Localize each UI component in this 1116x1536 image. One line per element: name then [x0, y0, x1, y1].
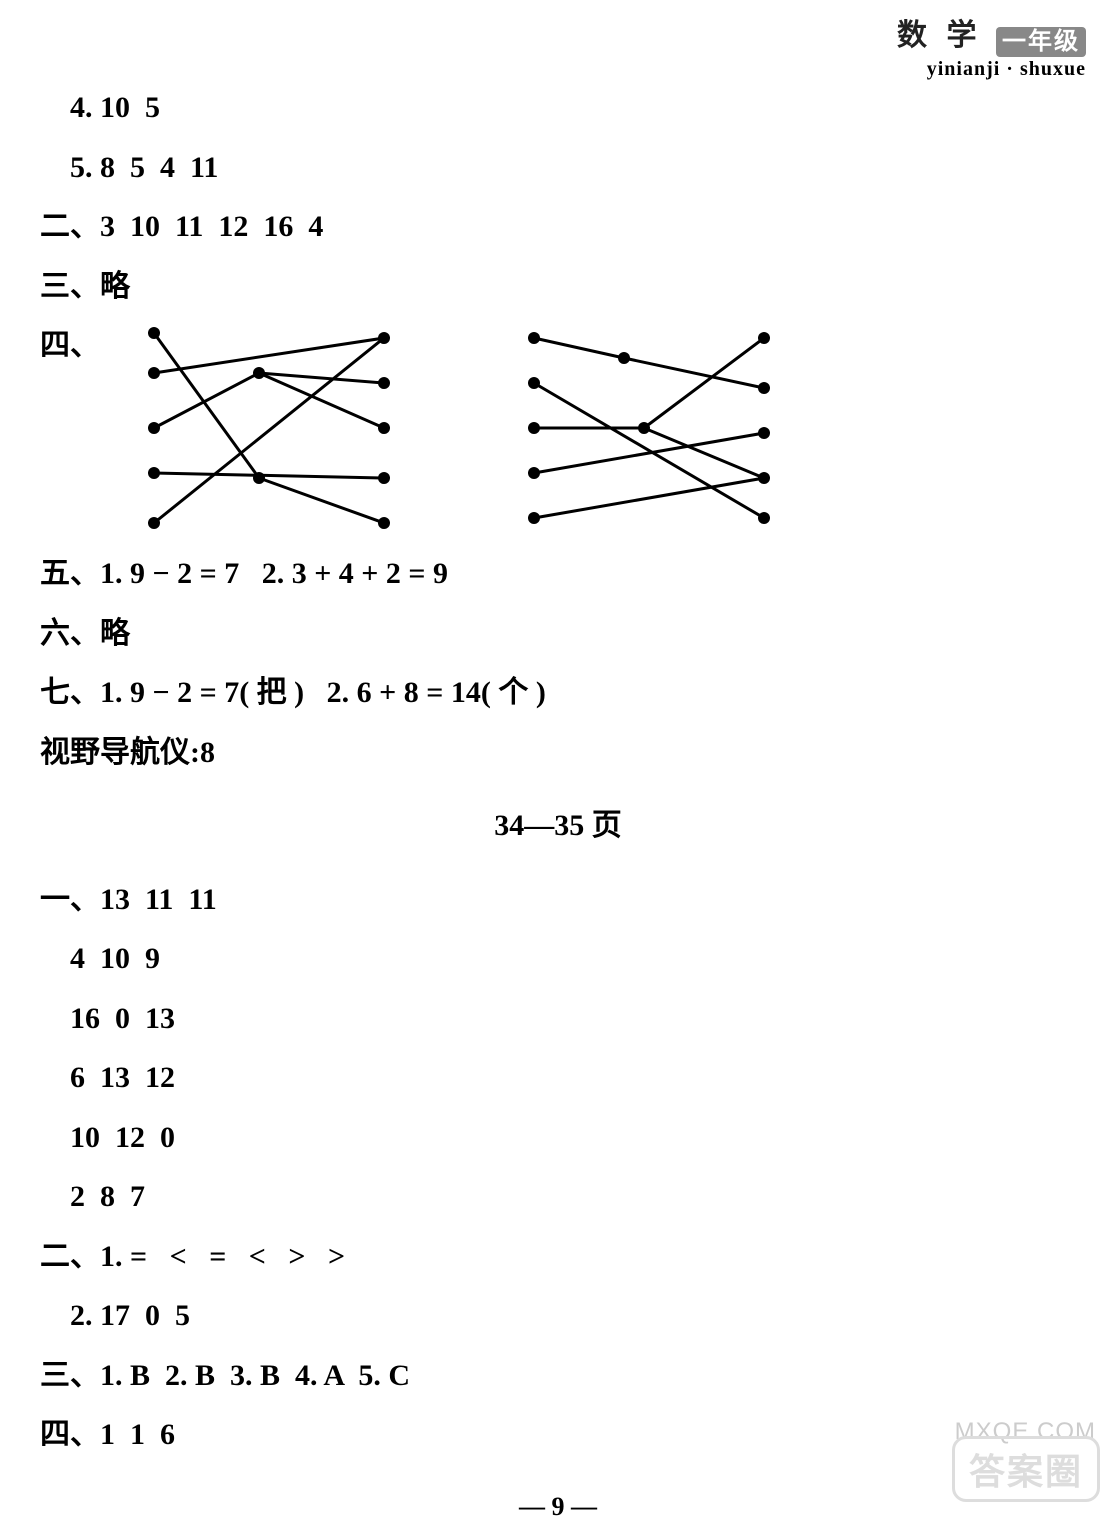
page-number: — 9 —	[0, 1492, 1116, 1522]
diagram-node	[618, 352, 630, 364]
matching-diagram-a	[134, 318, 404, 538]
diagram-node	[253, 472, 265, 484]
diagram-edge	[154, 333, 259, 478]
diagram-node	[758, 382, 770, 394]
diagram-node	[528, 467, 540, 479]
answer-line: 三、1. B 2. B 3. B 4. A 5. C	[40, 1348, 1076, 1404]
answer-line: 五、1. 9 − 2 = 7 2. 3 + 4 + 2 = 9	[40, 546, 1076, 602]
diagram-node	[758, 332, 770, 344]
diagram-node	[528, 332, 540, 344]
section-four-label: 四、	[40, 318, 100, 374]
diagram-node	[378, 517, 390, 529]
diagram-edge	[534, 338, 624, 358]
answer-line: 10 12 0	[40, 1110, 1076, 1166]
page: 数 学 一年级 yinianji · shuxue 4. 10 5 5. 8 5…	[0, 0, 1116, 1536]
matching-diagram-b	[514, 318, 784, 538]
diagram-node	[148, 367, 160, 379]
diagram-edge	[154, 338, 384, 373]
diagram-node	[378, 377, 390, 389]
answer-line: 6 13 12	[40, 1050, 1076, 1106]
diagram-node	[253, 367, 265, 379]
header-subject: 数 学	[897, 19, 983, 52]
diagram-node	[378, 332, 390, 344]
diagram-node	[148, 467, 160, 479]
answer-content: 4. 10 5 5. 8 5 4 11 二、3 10 11 12 16 4 三、…	[40, 80, 1076, 1467]
diagram-node	[528, 512, 540, 524]
diagram-node	[148, 327, 160, 339]
diagram-edge	[154, 473, 384, 478]
diagram-node	[378, 472, 390, 484]
answer-line: 4 10 9	[40, 931, 1076, 987]
diagram-node	[528, 377, 540, 389]
header-title-cn: 数 学 一年级	[897, 10, 1086, 56]
diagram-edge	[154, 373, 259, 428]
answer-line: 四、1 1 6	[40, 1407, 1076, 1463]
diagram-node	[378, 422, 390, 434]
answer-line: 2 8 7	[40, 1169, 1076, 1225]
header-pinyin: yinianji · shuxue	[897, 58, 1086, 81]
answer-line: 2. 17 0 5	[40, 1288, 1076, 1344]
answer-line: 六、略	[40, 606, 1076, 662]
diagram-node	[148, 422, 160, 434]
diagram-node	[758, 512, 770, 524]
watermark-badge: 答案圈	[952, 1436, 1100, 1502]
answer-line: 三、略	[40, 259, 1076, 315]
book-header: 数 学 一年级 yinianji · shuxue	[897, 10, 1086, 81]
answer-line: 视野导航仪:8	[40, 725, 1076, 781]
answer-line: 16 0 13	[40, 991, 1076, 1047]
diagram-node	[758, 472, 770, 484]
answer-line: 二、3 10 11 12 16 4	[40, 199, 1076, 255]
page-range-heading: 34—35 页	[40, 798, 1076, 854]
answer-line: 5. 8 5 4 11	[40, 140, 1076, 196]
matching-diagrams	[134, 318, 784, 538]
diagram-node	[758, 427, 770, 439]
answer-line: 一、13 11 11	[40, 872, 1076, 928]
diagram-edge	[259, 478, 384, 523]
diagram-node	[528, 422, 540, 434]
diagram-edge	[534, 433, 764, 473]
answer-line: 4. 10 5	[40, 80, 1076, 136]
diagram-edge	[154, 338, 384, 523]
header-grade: 一年级	[996, 27, 1086, 57]
diagram-node	[148, 517, 160, 529]
diagram-edge	[624, 358, 764, 388]
answer-line: 七、1. 9 − 2 = 7( 把 ) 2. 6 + 8 = 14( 个 )	[40, 665, 1076, 721]
answer-line: 二、1. = < = < > >	[40, 1229, 1076, 1285]
diagram-node	[638, 422, 650, 434]
